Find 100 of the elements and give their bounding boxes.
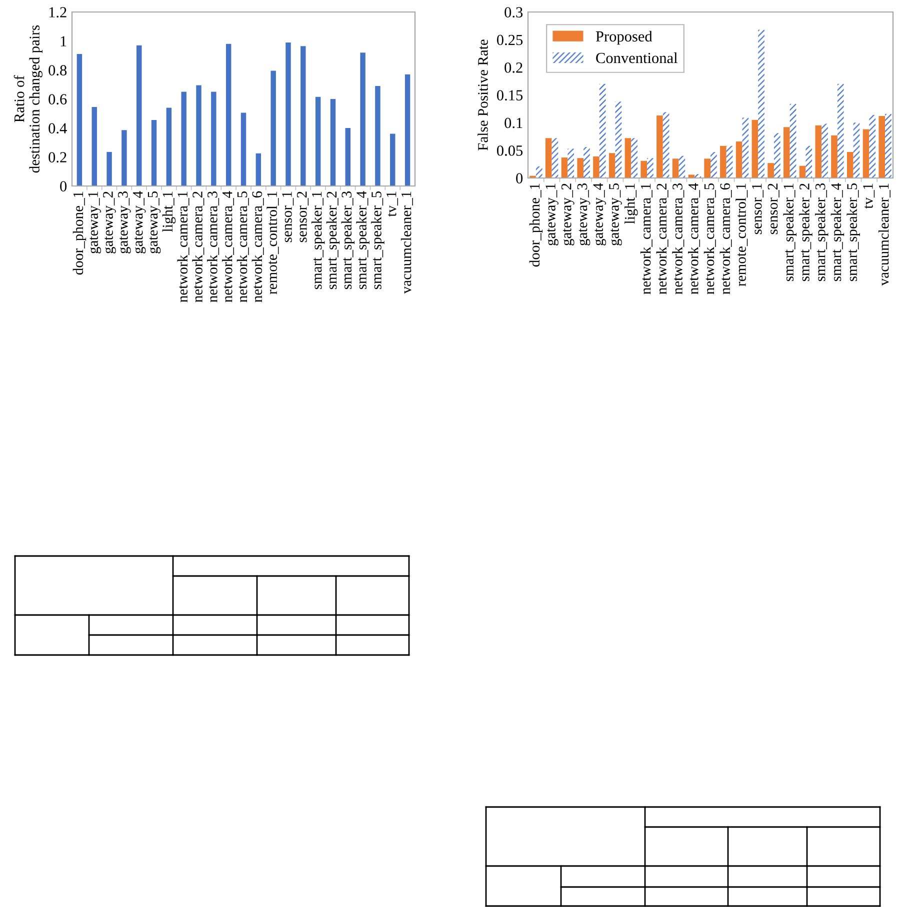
x-tick-label: smart_speaker_2 <box>326 192 340 290</box>
bar <box>736 141 742 178</box>
bar <box>568 148 574 178</box>
bar <box>584 147 590 178</box>
y-axis-title: False Positive Rate <box>478 40 488 150</box>
bar <box>784 127 790 178</box>
x-tick-label: network_camera_3 <box>672 183 684 294</box>
x-tick-label: sensor_2 <box>768 184 780 234</box>
x-tick-label: network_camera_4 <box>222 191 234 302</box>
y-tick-label: 0 <box>516 173 523 184</box>
x-tick-label: network_camera_3 <box>207 191 220 302</box>
x-tick-label: smart_speaker_5 <box>371 191 384 290</box>
bar <box>390 134 396 186</box>
x-tick-label: gateway_2 <box>103 192 116 254</box>
legend-label: Conventional <box>596 52 678 64</box>
bar <box>742 118 749 178</box>
y-tick-label: 0.8 <box>48 65 67 76</box>
bar <box>240 112 246 186</box>
bar <box>226 44 232 186</box>
bar <box>270 70 276 186</box>
bar <box>768 163 774 178</box>
legend-label: Proposed <box>596 30 652 45</box>
x-tick-label: gateway_3 <box>577 183 590 246</box>
bar <box>552 138 558 178</box>
bar <box>593 156 600 178</box>
x-tick-label: gateway_5 <box>609 183 622 246</box>
bar <box>286 42 291 186</box>
x-tick-label: gateway_1 <box>88 192 101 254</box>
bar <box>166 108 172 186</box>
bar <box>76 54 82 186</box>
x-tick-label: remote_control_1 <box>266 192 279 294</box>
bar <box>647 158 654 178</box>
x-tick-label: gateway_5 <box>148 191 161 254</box>
x-tick-label: gateway_4 <box>593 183 606 246</box>
bar <box>704 158 710 178</box>
bar <box>815 125 822 178</box>
y-tick-label: 0.15 <box>496 90 523 101</box>
bar <box>678 156 686 178</box>
bar <box>831 135 838 178</box>
bar <box>536 166 542 178</box>
y-tick-label: 0.2 <box>504 62 522 73</box>
bar <box>790 104 796 178</box>
bar <box>720 146 726 178</box>
x-tick-label: gateway_1 <box>546 184 558 246</box>
x-tick-label: gateway_4 <box>132 191 146 254</box>
bar <box>360 52 366 186</box>
bar <box>181 92 186 186</box>
bar <box>853 122 860 178</box>
y-tick-label: 1 <box>60 36 66 46</box>
y-tick-label: 1.2 <box>49 7 66 18</box>
bar <box>300 46 306 186</box>
bar <box>92 106 97 186</box>
y-tick-label: 0.2 <box>48 152 66 163</box>
bar <box>545 138 552 178</box>
bar <box>806 146 812 178</box>
bar <box>330 99 336 186</box>
x-tick-label: vacuumcleaner_1 <box>400 192 413 294</box>
bar <box>375 86 380 186</box>
y-tick-label: 0.6 <box>48 94 67 105</box>
bar <box>662 112 670 178</box>
x-tick-label: door_phone_1 <box>72 192 86 275</box>
bar <box>211 92 216 186</box>
bar <box>608 153 616 178</box>
x-tick-label: network_camera_1 <box>177 192 190 302</box>
y-tick-label: 0.1 <box>504 118 522 128</box>
bar <box>862 129 870 178</box>
bar <box>878 116 886 178</box>
x-tick-label: vacuumcleaner_1 <box>878 184 890 286</box>
bar <box>869 114 876 178</box>
x-tick-label: door_phone_1 <box>529 184 543 267</box>
bar <box>106 152 112 186</box>
bar <box>561 158 568 178</box>
x-tick-label: smart_speaker_2 <box>799 184 812 282</box>
bar <box>151 120 157 186</box>
bar <box>837 84 844 178</box>
x-tick-label: tv_1 <box>386 192 398 217</box>
bar <box>752 120 758 178</box>
y-tick-label: 0 <box>60 181 67 192</box>
bar <box>846 152 854 178</box>
bar <box>196 85 202 186</box>
x-tick-label: smart_speaker_4 <box>356 191 370 290</box>
bar <box>672 158 679 178</box>
y-axis-title: Ratio of destination changed pairs <box>14 25 42 173</box>
x-tick-label: smart_speaker_1 <box>783 184 796 282</box>
bar <box>315 96 321 186</box>
x-tick-label: sensor_1 <box>282 192 294 242</box>
x-tick-label: smart_speaker_1 <box>311 192 325 290</box>
x-tick-label: smart_speaker_3 <box>814 183 828 282</box>
x-tick-label: network_camera_4 <box>688 183 700 294</box>
x-tick-label: gateway_3 <box>118 191 131 254</box>
bar <box>599 84 606 178</box>
x-tick-label: tv_1 <box>863 184 875 209</box>
bar <box>694 174 701 178</box>
x-tick-label: remote_control_1 <box>736 184 748 286</box>
bar <box>758 30 764 178</box>
x-tick-label: network_camera_5 <box>236 191 249 302</box>
bar <box>122 130 127 186</box>
y-tick-label: 0.3 <box>504 7 523 18</box>
bar <box>631 138 638 178</box>
bar <box>345 128 350 186</box>
